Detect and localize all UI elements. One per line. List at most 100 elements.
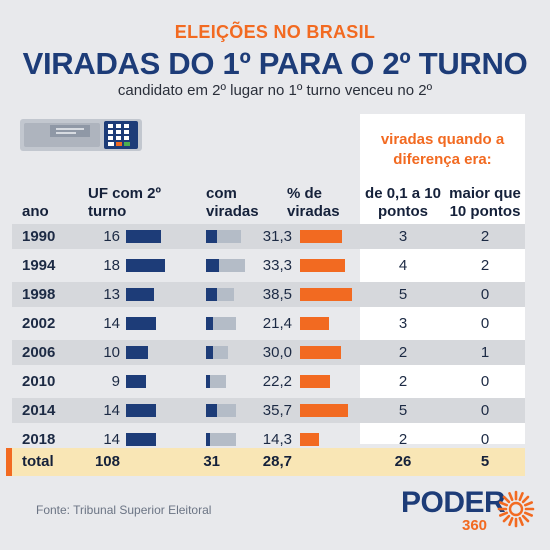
uf-value: 14	[103, 315, 120, 332]
uf-value: 18	[103, 257, 120, 274]
pct-bar	[300, 433, 320, 446]
ate10-value: 4	[398, 257, 408, 274]
sun-ray	[523, 501, 534, 507]
col-header-mais10: maior que 10 pontos	[449, 185, 521, 220]
pct-value: 21,4	[262, 315, 292, 332]
viradas-bar	[206, 346, 213, 359]
ate10-value: 3	[398, 228, 408, 245]
sun-ray	[521, 514, 530, 523]
sun-ray	[518, 516, 524, 527]
table-row: 20109222,220	[12, 369, 525, 394]
col-header-ate10: de 0,1 a 10 pontos	[365, 185, 441, 220]
total-row	[12, 448, 525, 476]
pct-value: 22,2	[262, 373, 292, 390]
logo-number: 360	[462, 517, 488, 534]
mais10-value: 0	[480, 315, 490, 332]
ate10-value: 2	[398, 344, 408, 361]
viradas-highlight-column	[360, 114, 525, 444]
table-row: 199813538,550	[12, 282, 525, 307]
total-viradas: 31	[203, 453, 220, 470]
uf-bar	[126, 317, 157, 330]
viradas-bar	[206, 288, 217, 301]
ate10-value: 2	[398, 373, 408, 390]
viradas-bar	[206, 433, 211, 446]
uf-value: 14	[103, 402, 120, 419]
total-mais10: 5	[480, 453, 490, 470]
year-label: 2002	[22, 315, 56, 332]
viradas-bar	[206, 317, 213, 330]
mais10-value: 0	[480, 373, 490, 390]
pct-value: 35,7	[262, 402, 292, 419]
uf-value: 9	[111, 373, 120, 390]
year-label: 1990	[22, 228, 56, 245]
viradas-bar	[206, 404, 217, 417]
mais10-value: 0	[480, 286, 490, 303]
year-label: 1994	[22, 257, 56, 274]
pct-bar	[300, 317, 329, 330]
sun-ray	[502, 495, 511, 504]
pct-bar	[300, 404, 349, 417]
mais10-value: 2	[480, 228, 490, 245]
ate10-value: 2	[398, 431, 408, 448]
mais10-value: 0	[480, 431, 490, 448]
sun-ray	[518, 491, 524, 502]
col-header-uf: UF com 2º turno	[88, 185, 161, 220]
total-pct: 28,7	[262, 453, 292, 470]
ate10-value: 3	[398, 315, 408, 332]
total-label: total	[22, 453, 54, 470]
viradas-bar-track	[206, 317, 237, 330]
table-row: 201814214,320	[12, 427, 525, 452]
sun-ray	[523, 511, 534, 517]
pct-bar	[300, 346, 341, 359]
year-label: 2014	[22, 402, 56, 419]
pct-bar	[300, 230, 343, 243]
sun-ray	[502, 514, 511, 523]
uf-value: 10	[103, 344, 120, 361]
viradas-bar-track	[206, 433, 237, 446]
pct-bar	[300, 259, 345, 272]
uf-bar	[126, 433, 157, 446]
sun-ray	[521, 495, 530, 504]
sun-ray	[508, 491, 514, 502]
table-row: 200214321,430	[12, 311, 525, 336]
sunburst-icon	[497, 490, 535, 528]
col-header-viradas: com viradas	[206, 185, 259, 220]
kicker: ELEIÇÕES NO BRASIL	[174, 22, 376, 42]
uf-bar	[126, 288, 155, 301]
mais10-value: 1	[480, 344, 490, 361]
year-label: 2010	[22, 373, 56, 390]
subtitle: candidato em 2º lugar no 1º turno venceu…	[117, 82, 433, 99]
group-header: viradas quando a diferença era:	[380, 131, 505, 168]
source-note: Fonte: Tribunal Superior Eleitoral	[36, 503, 212, 517]
uf-bar	[126, 404, 157, 417]
uf-bar	[126, 375, 146, 388]
viradas-bar	[206, 230, 217, 243]
table-row: 200610330,021	[12, 340, 525, 365]
mais10-value: 2	[480, 257, 490, 274]
viradas-bar	[206, 259, 219, 272]
pct-value: 14,3	[262, 431, 292, 448]
total-uf: 108	[94, 453, 120, 470]
pct-value: 38,5	[262, 286, 292, 303]
sun-ray	[498, 511, 509, 517]
ate10-value: 5	[398, 402, 408, 419]
mais10-value: 0	[480, 402, 490, 419]
sun-ray	[498, 501, 509, 507]
uf-value: 14	[103, 431, 120, 448]
table-row: 199418633,342	[12, 253, 525, 278]
pct-value: 31,3	[262, 228, 292, 245]
total-ate10: 26	[394, 453, 412, 470]
sun-ray	[508, 516, 514, 527]
uf-value: 13	[103, 286, 120, 303]
uf-bar	[126, 346, 148, 359]
pct-bar	[300, 288, 352, 301]
table-row: 201414535,750	[12, 398, 525, 423]
page-title: VIRADAS DO 1º PARA O 2º TURNO	[22, 46, 528, 81]
uf-bar	[126, 230, 161, 243]
viradas-bar-track	[206, 375, 226, 388]
ate10-value: 5	[398, 286, 408, 303]
logo-wordmark: PODER	[401, 486, 506, 519]
pct-value: 33,3	[262, 257, 292, 274]
viradas-bar	[206, 375, 211, 388]
col-header-pct: % de viradas	[287, 185, 340, 220]
